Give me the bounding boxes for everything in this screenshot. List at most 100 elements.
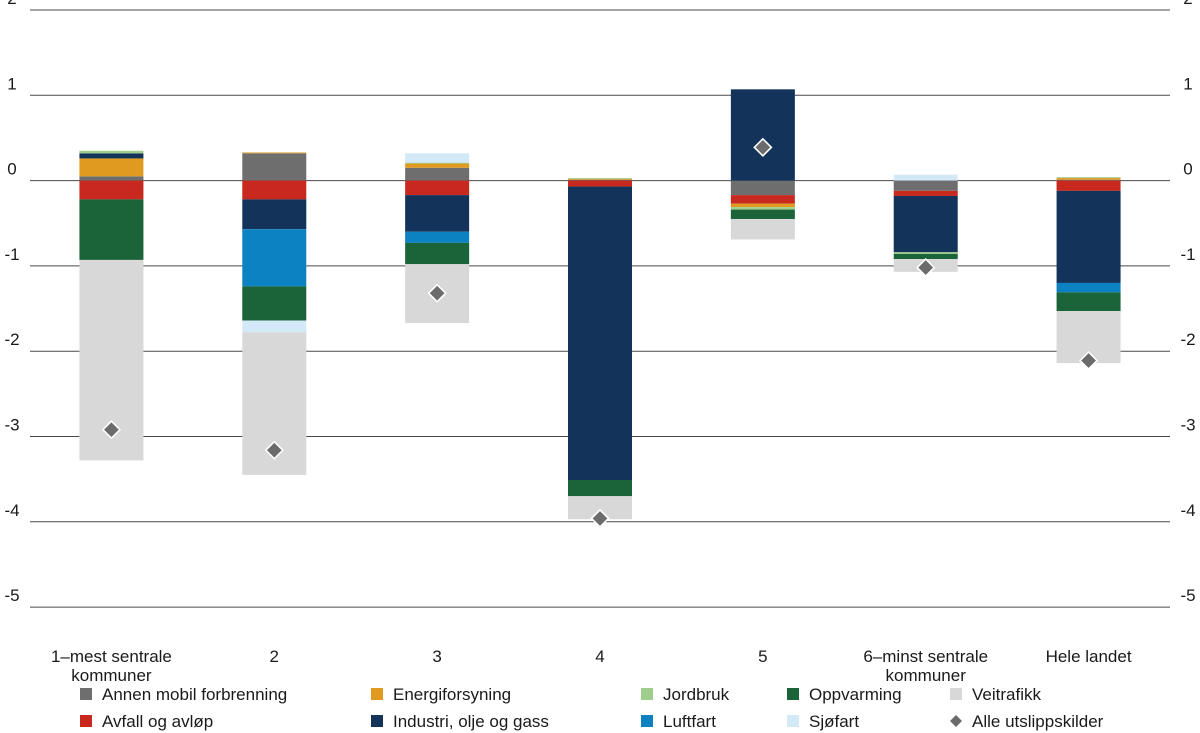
y-tick-right: -5: [1180, 586, 1195, 605]
y-tick-right: 2: [1183, 0, 1192, 8]
y-tick-left: 1: [7, 74, 16, 93]
category-label: 5: [758, 647, 767, 666]
legend-label-avfall: Avfall og avløp: [102, 712, 213, 731]
bar-segment-avfall: [242, 180, 307, 200]
bar-segment-oppvarming: [893, 253, 958, 260]
legend-label-veitrafikk: Veitrafikk: [972, 685, 1041, 704]
bar-segment-oppvarming: [1056, 292, 1121, 312]
bar-segment-industri: [730, 89, 795, 181]
legend-swatch-sjofart: [787, 715, 799, 727]
legend-label-energi: Energiforsyning: [393, 685, 511, 704]
y-tick-right: -2: [1180, 330, 1195, 349]
y-axis-left: 2 1 0 -1 -2 -3 -4 -5: [4, 0, 19, 605]
legend-label-sjofart: Sjøfart: [809, 712, 859, 731]
category-label: 1–mest sentrale: [51, 647, 172, 666]
legend-swatch-avfall: [80, 715, 92, 727]
legend-swatch-veitrafikk: [950, 688, 962, 700]
category-label: 3: [432, 647, 441, 666]
legend-label-luftfart: Luftfart: [663, 712, 716, 731]
bar-segment-energi: [405, 163, 470, 168]
bar-segment-industri: [405, 195, 470, 232]
bar-segment-energi: [1056, 178, 1121, 180]
y-tick-left: -1: [4, 245, 19, 264]
bar-segment-sjofart: [893, 174, 958, 181]
legend-swatch-luftfart: [641, 715, 653, 727]
bar-segment-veitrafikk: [730, 218, 795, 240]
total-marker: [753, 137, 773, 157]
category-label: kommuner: [71, 666, 152, 685]
y-tick-left: -2: [4, 330, 19, 349]
total-marker: [101, 420, 122, 440]
category-label: 4: [595, 647, 604, 666]
bar-segment-annen: [1056, 179, 1121, 181]
legend-swatch-total: [950, 715, 962, 727]
total-marker: [590, 508, 610, 529]
legend-swatch-annen: [80, 688, 92, 700]
bar-segment-jordbruk: [1056, 177, 1121, 179]
bar-segment-annen: [242, 153, 307, 181]
y-tick-left: -4: [4, 501, 19, 520]
y-tick-left: -3: [4, 416, 19, 435]
bar-segment-annen: [893, 180, 958, 191]
bar-segment-jordbruk: [79, 150, 144, 154]
bar-segment-industri: [568, 186, 632, 481]
legend-swatch-energi: [371, 688, 383, 700]
category-label: 6–minst sentrale: [863, 647, 988, 666]
bar-segment-avfall: [405, 180, 470, 196]
bar-segment-annen: [568, 179, 632, 181]
legend-label-oppvarming: Oppvarming: [809, 685, 902, 704]
bar-segment-avfall: [568, 180, 632, 187]
bar-segment-oppvarming: [405, 242, 470, 265]
bar-segment-industri: [1056, 190, 1121, 283]
total-markers: [101, 137, 1099, 529]
legend-label-industri: Industri, olje og gass: [393, 712, 549, 731]
total-marker: [916, 257, 936, 278]
legend-swatch-jordbruk: [641, 688, 653, 700]
bar-segment-oppvarming: [730, 209, 795, 219]
total-marker: [427, 283, 447, 303]
category-label: kommuner: [886, 666, 967, 685]
legend-swatch-industri: [371, 715, 383, 727]
bar-segment-sjofart: [242, 320, 307, 333]
legend-swatch-oppvarming: [787, 688, 799, 700]
y-tick-right: -4: [1180, 501, 1195, 520]
bar-segment-industri: [893, 195, 958, 253]
bar-segment-luftfart: [242, 229, 307, 287]
legend-label-total: Alle utslippskilder: [972, 712, 1104, 731]
bar-segment-jordbruk: [568, 178, 632, 179]
category-label: Hele landet: [1046, 647, 1132, 666]
bar-segment-avfall: [730, 195, 795, 204]
bar-segment-oppvarming: [242, 286, 307, 321]
bar-segment-oppvarming: [79, 199, 144, 260]
bar-segment-veitrafikk: [568, 496, 632, 520]
bar-segment-sjofart: [405, 153, 470, 163]
total-marker: [264, 440, 284, 460]
bar-segment-jordbruk: [893, 252, 958, 254]
y-axis-right: 2 1 0 -1 -2 -3 -4 -5: [1180, 0, 1195, 605]
total-marker: [1078, 350, 1099, 371]
bar-segment-annen: [730, 180, 795, 196]
bar-segment-oppvarming: [568, 480, 632, 497]
y-tick-left: -5: [4, 586, 19, 605]
bar-segment-energi: [79, 158, 144, 177]
bar-segment-avfall: [79, 180, 144, 200]
bar-segment-annen: [79, 176, 144, 181]
y-tick-right: 1: [1183, 74, 1192, 93]
bar-stacks: [79, 89, 1121, 520]
legend: Annen mobil forbrenning Energiforsyning Jo…: [80, 685, 1104, 731]
bar-segment-energi: [568, 178, 632, 180]
y-tick-right: -1: [1180, 245, 1195, 264]
bar-segment-luftfart: [1056, 282, 1121, 293]
bar-segment-energi: [242, 152, 307, 154]
bar-segment-jordbruk: [730, 207, 795, 210]
bar-segment-industri: [242, 199, 307, 230]
bar-segment-energi: [730, 203, 795, 208]
y-tick-left: 2: [7, 0, 16, 8]
bar-segment-jordbruk: [405, 162, 470, 164]
bar-segment-annen: [405, 167, 470, 181]
y-tick-left: 0: [7, 160, 16, 179]
bar-segment-industri: [79, 153, 144, 159]
category-label: 2: [270, 647, 279, 666]
